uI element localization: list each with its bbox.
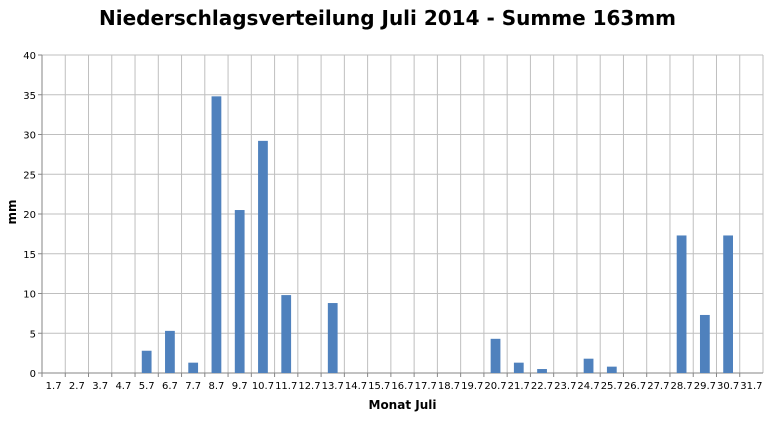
y-tick-label: 5	[30, 329, 36, 340]
bar	[583, 358, 594, 373]
x-tick-label: 20.7	[484, 381, 506, 392]
x-tick-label: 19.7	[461, 381, 483, 392]
x-tick-label: 11.7	[275, 381, 297, 392]
bar	[188, 362, 199, 373]
bar	[699, 314, 710, 373]
x-tick-label: 15.7	[368, 381, 390, 392]
y-tick-label: 40	[23, 51, 36, 62]
y-tick-label: 15	[23, 250, 36, 261]
x-tick-label: 23.7	[554, 381, 576, 392]
bar	[211, 96, 222, 373]
y-tick-label: 10	[23, 290, 36, 301]
bar	[676, 235, 687, 373]
x-tick-label: 25.7	[601, 381, 623, 392]
x-tick-label: 2.7	[69, 381, 85, 392]
x-tick-label: 10.7	[252, 381, 274, 392]
y-tick-label: 20	[23, 210, 36, 221]
x-tick-label: 28.7	[670, 381, 692, 392]
x-tick-label: 4.7	[115, 381, 131, 392]
bar	[723, 235, 733, 373]
y-tick-label: 25	[23, 170, 36, 181]
bar	[490, 338, 501, 373]
y-tick-label: 0	[30, 369, 36, 380]
x-tick-label: 17.7	[415, 381, 437, 392]
bar	[234, 210, 245, 373]
x-tick-label: 21.7	[508, 381, 530, 392]
x-tick-label: 13.7	[322, 381, 344, 392]
x-tick-label: 30.7	[717, 381, 739, 392]
bar	[258, 140, 268, 373]
x-tick-label: 3.7	[92, 381, 108, 392]
bar	[513, 362, 524, 373]
x-tick-label: 31.7	[740, 381, 762, 392]
x-tick-label: 7.7	[185, 381, 201, 392]
x-axis-label: Monat Juli	[368, 398, 437, 412]
chart-title: Niederschlagsverteilung Juli 2014 - Summ…	[98, 6, 677, 30]
bar	[281, 295, 292, 373]
x-tick-label: 6.7	[162, 381, 178, 392]
y-tick-label: 30	[23, 131, 36, 142]
x-tick-label: 8.7	[208, 381, 224, 392]
bar	[165, 330, 175, 373]
x-tick-label: 22.7	[531, 381, 553, 392]
bar	[141, 350, 152, 373]
y-tick-label: 35	[23, 91, 36, 102]
x-tick-label: 12.7	[298, 381, 320, 392]
x-tick-label: 9.7	[232, 381, 248, 392]
x-tick-label: 27.7	[647, 381, 669, 392]
bar	[606, 366, 617, 373]
bar	[327, 303, 338, 373]
bar	[537, 369, 547, 373]
x-tick-label: 18.7	[438, 381, 460, 392]
x-tick-label: 16.7	[391, 381, 413, 392]
x-tick-label: 5.7	[139, 381, 155, 392]
x-tick-label: 14.7	[345, 381, 367, 392]
x-tick-label: 26.7	[624, 381, 646, 392]
x-tick-label: 24.7	[577, 381, 599, 392]
x-tick-label: 29.7	[694, 381, 716, 392]
x-tick-label: 1.7	[46, 381, 62, 392]
